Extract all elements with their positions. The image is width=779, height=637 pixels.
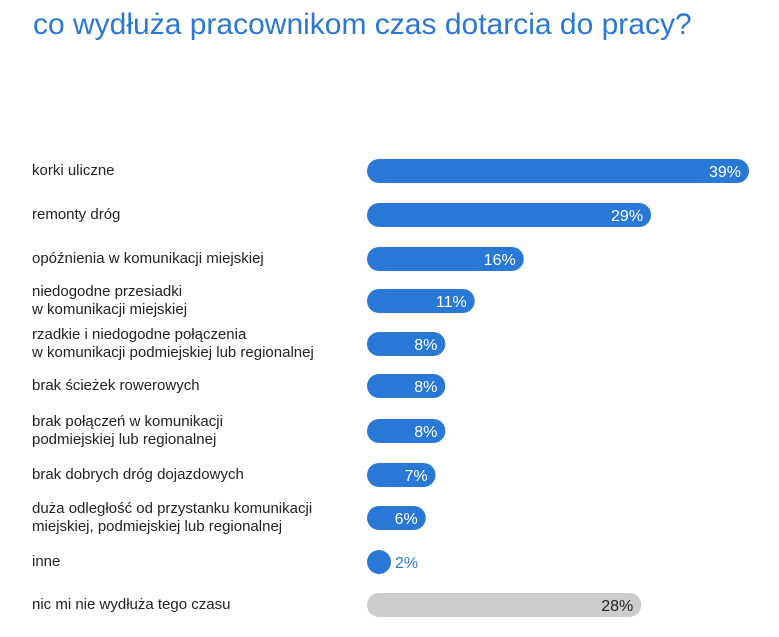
value-label: 39% xyxy=(709,164,741,181)
value-label: 2% xyxy=(395,555,418,572)
bar xyxy=(367,159,749,183)
category-label: niedogodne przesiadki w komunikacji miejs… xyxy=(32,283,362,319)
category-label: brak połączeń w komunikacji podmiejskiej … xyxy=(32,413,362,449)
category-label: inne xyxy=(32,553,362,571)
value-label: 6% xyxy=(395,511,418,528)
category-label-line: duża odległość od przystanku komunikacji xyxy=(32,500,313,517)
bar xyxy=(367,419,446,443)
category-label-line: remonty dróg xyxy=(32,206,121,223)
bar xyxy=(367,593,642,617)
category-label-line: inne xyxy=(32,553,61,570)
category-label-line: brak połączeń w komunikacji xyxy=(32,413,223,430)
bar xyxy=(367,374,446,398)
bar xyxy=(367,332,446,356)
category-label-line: w komunikacji miejskiej xyxy=(32,301,188,318)
value-label: 7% xyxy=(404,468,427,485)
category-label-line: podmiejskiej lub regionalnej xyxy=(32,431,217,448)
value-label: 16% xyxy=(484,252,516,269)
value-label: 8% xyxy=(414,337,437,354)
value-label: 28% xyxy=(601,598,633,615)
category-label: brak ścieżek rowerowych xyxy=(32,377,362,395)
category-label-line: brak ścieżek rowerowych xyxy=(32,377,200,394)
value-label: 29% xyxy=(611,208,643,225)
category-label-line: brak dobrych dróg dojazdowych xyxy=(32,466,244,483)
category-label: remonty dróg xyxy=(32,206,362,224)
category-label-line: korki uliczne xyxy=(32,162,115,179)
category-label-line: nic mi nie wydłuża tego czasu xyxy=(32,596,231,613)
bar xyxy=(367,550,391,574)
category-label: rzadkie i niedogodne połączenia w komunik… xyxy=(32,326,362,362)
bar xyxy=(367,463,436,487)
bar xyxy=(367,506,426,530)
category-label: duża odległość od przystanku komunikacji… xyxy=(32,500,362,536)
category-label-line: opóźnienia w komunikacji miejskiej xyxy=(32,250,264,267)
category-label: nic mi nie wydłuża tego czasu xyxy=(32,596,362,614)
category-label-line: niedogodne przesiadki xyxy=(32,283,183,300)
value-label: 11% xyxy=(436,294,467,311)
category-label-line: w komunikacji podmiejskiej lub regionaln… xyxy=(32,344,314,361)
category-label-line: rzadkie i niedogodne połączenia xyxy=(32,326,247,343)
value-label: 8% xyxy=(414,379,437,396)
chart-title: co wydłuża pracownikom czas dotarcia do … xyxy=(33,8,692,41)
category-label: opóźnienia w komunikacji miejskiej xyxy=(32,250,362,268)
category-label: korki uliczne xyxy=(32,162,362,180)
bar xyxy=(367,247,524,271)
bar xyxy=(367,203,652,227)
bar xyxy=(367,289,475,313)
category-label-line: miejskiej, podmiejskiej lub regionalnej xyxy=(32,518,283,535)
category-label: brak dobrych dróg dojazdowych xyxy=(32,466,362,484)
value-label: 8% xyxy=(414,424,437,441)
